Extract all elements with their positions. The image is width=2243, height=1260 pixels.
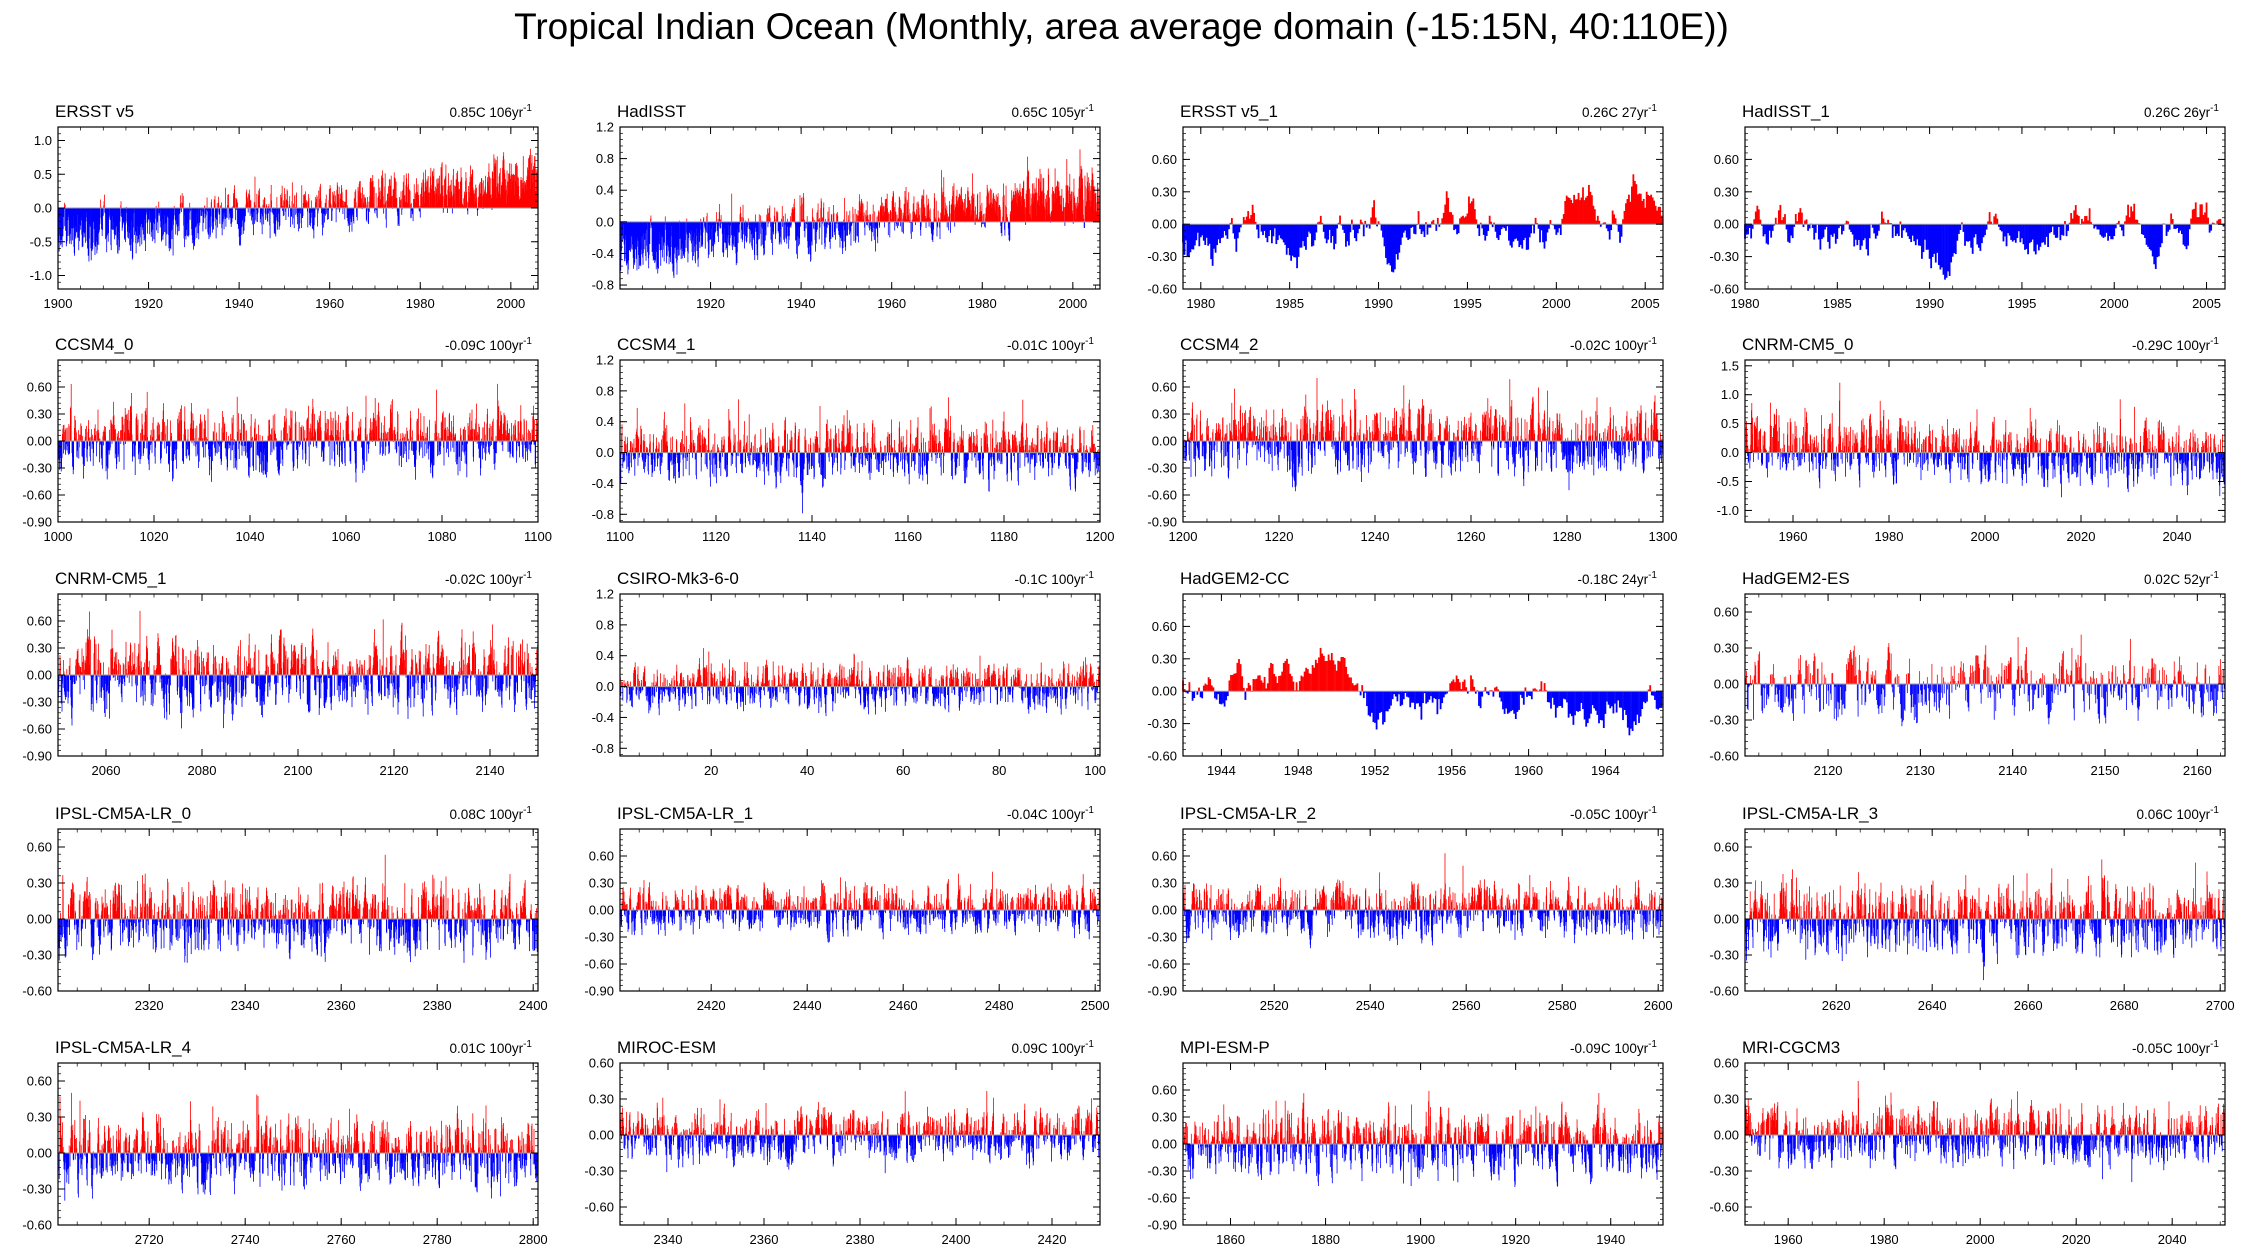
- y-tick-label: 0.60: [27, 380, 52, 395]
- y-tick-label: -0.5: [30, 234, 52, 249]
- x-tick-label: 2000: [1058, 296, 1087, 311]
- y-tick-label: 0.00: [1714, 217, 1739, 232]
- panel-ersst-v5: ERSST v5 0.85C 106yr-1 1.0 0.5 0.0 -0.5 -1.0 19…: [30, 102, 539, 311]
- plot-frame: [619, 126, 1101, 290]
- data-bars: [57, 148, 539, 262]
- x-tick-label: 1960: [877, 296, 906, 311]
- x-tick-label: 1900: [44, 296, 73, 311]
- x-tick-label: 1000: [44, 529, 73, 544]
- y-tick-label: 0.00: [1152, 217, 1177, 232]
- y-tick-label: -0.4: [592, 246, 614, 261]
- x-tick-label: 2000: [1542, 296, 1571, 311]
- data-bars: [1744, 202, 2225, 280]
- x-tick-label: 1940: [225, 296, 254, 311]
- x-tick-label: 2005: [2192, 296, 2221, 311]
- x-tick-label: 1990: [1364, 296, 1393, 311]
- figure-title: Tropical Indian Ocean (Monthly, area ave…: [0, 2, 2243, 52]
- panel-ccsm4-0: CCSM4_0 -0.09C 100yr-1 0.60 0.30 0.00 -0.30 -0…: [22, 335, 552, 544]
- x-tick-label: 1980: [968, 296, 997, 311]
- panel-hadisst-1: HadISST_1 0.26C 26yr-1 0.60 0.30 0.00 -0.30 -0…: [1709, 102, 2226, 311]
- x-tick-label: 1995: [1453, 296, 1482, 311]
- y-tick-label: 0.30: [1714, 184, 1739, 199]
- trend-label: 0.26C 26yr-1: [2144, 103, 2219, 120]
- y-tick-label: 0.0: [34, 201, 52, 216]
- x-tick-label: 1920: [696, 296, 725, 311]
- y-tick-label: 0.00: [27, 434, 52, 449]
- data-bars: [619, 149, 1101, 278]
- x-tick-label: 1940: [787, 296, 816, 311]
- x-tick-label: 1980: [406, 296, 435, 311]
- x-tick-label: 1995: [2007, 296, 2036, 311]
- y-tick-label: -0.90: [22, 515, 52, 530]
- plot-frame: [1744, 126, 2226, 290]
- y-tick-label: 0.5: [34, 167, 52, 182]
- y-tick-label: -1.0: [30, 268, 52, 283]
- y-tick-label: 0.4: [596, 183, 614, 198]
- x-tick-label: 1985: [1275, 296, 1304, 311]
- y-tick-label: 0.0: [596, 214, 614, 229]
- y-tick-label: 0.30: [27, 407, 52, 422]
- x-tick-label: 2000: [2100, 296, 2129, 311]
- y-tick-label: 0.30: [1152, 184, 1177, 199]
- y-tick-label: -0.60: [1147, 282, 1177, 297]
- panel-ersst-v5-1: ERSST v5_1 0.26C 27yr-1 0.60 0.30 0.00 -0.30 -…: [1147, 102, 1664, 311]
- x-tick-label: 1920: [134, 296, 163, 311]
- trend-label: 0.85C 106yr-1: [450, 103, 533, 120]
- y-tick-label: -0.30: [22, 461, 52, 476]
- trend-label: 0.65C 105yr-1: [1012, 103, 1095, 120]
- panel-hadisst: HadISST 0.65C 105yr-1 1.2 0.8 0.4 0.0 -0.4 -0.8…: [592, 102, 1101, 311]
- y-tick-label: 0.60: [1714, 152, 1739, 167]
- trend-label: 0.26C 27yr-1: [1582, 103, 1657, 120]
- y-tick-label: -0.30: [1147, 249, 1177, 264]
- y-tick-label: 0.60: [1152, 152, 1177, 167]
- x-tick-label: 1980: [1731, 296, 1760, 311]
- panel-title: HadISST_1: [1742, 102, 1830, 121]
- y-tick-label: -0.60: [22, 488, 52, 503]
- x-tick-label: 1960: [315, 296, 344, 311]
- panel-title: ERSST v5_1: [1180, 102, 1278, 121]
- panel-title: CCSM4_0: [55, 335, 133, 354]
- y-tick-label: -0.30: [1709, 249, 1739, 264]
- x-tick-label: 2005: [1631, 296, 1660, 311]
- y-tick-label: -0.60: [1709, 282, 1739, 297]
- x-tick-label: 2000: [496, 296, 525, 311]
- x-tick-label: 1985: [1823, 296, 1852, 311]
- y-tick-label: 1.2: [596, 120, 614, 135]
- x-tick-label: 1020: [140, 529, 169, 544]
- data-bars: [57, 383, 538, 483]
- panel-title: ERSST v5: [55, 102, 134, 121]
- data-bars: [1182, 174, 1663, 273]
- x-tick-label: 1980: [1186, 296, 1215, 311]
- y-tick-label: 0.8: [596, 151, 614, 166]
- y-tick-label: -0.8: [592, 278, 614, 293]
- x-tick-label: 1990: [1915, 296, 1944, 311]
- trend-label: -0.09C 100yr-1: [445, 336, 532, 353]
- y-tick-label: 1.0: [34, 133, 52, 148]
- panel-title: HadISST: [617, 102, 686, 121]
